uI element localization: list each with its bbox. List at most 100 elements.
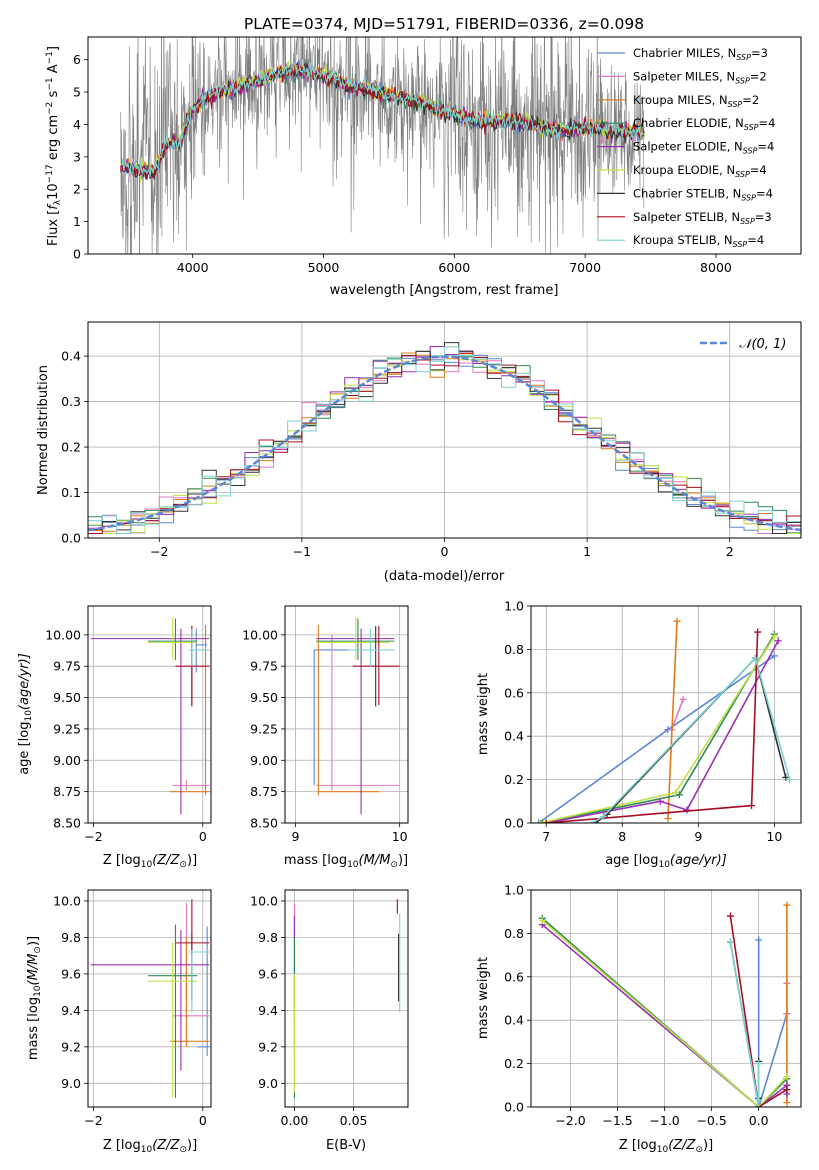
histogram-salpeter-stelib [88,352,801,534]
y-tick-label: 0.0 [504,816,524,831]
legend-entry: Chabrier ELODIE, NSSP=4 [633,116,775,132]
ageZ-y-label: age [log10(age/yr)] [17,653,34,775]
weight-line-chabrier-elodie [541,917,788,1107]
x-tick-label: 0.05 [340,1113,368,1128]
weight-line-kroupa-stelib [591,656,791,823]
y-tick-label: 0.8 [504,642,524,657]
weight-marker [748,802,756,810]
weight-marker [726,912,734,920]
y-tick-label: 4 [73,117,81,132]
weight-marker [599,812,607,820]
weight-marker [542,819,550,823]
legend-entry: Kroupa MILES, NSSP=2 [633,93,759,109]
weight-marker [774,637,782,645]
weight-marker [683,806,691,814]
spectrum-title: PLATE=0374, MJD=51791, FIBERID=0336, z=0… [244,15,644,33]
x-tick-label: 0.00 [281,1113,309,1128]
x-tick-label: 0.0 [749,1113,769,1128]
y-tick-label: 0.0 [61,531,81,546]
legend-entry: Salpeter STELIB, NSSP=3 [633,210,772,226]
ageM-x-label: mass [log10(M/M⊙)] [284,853,408,870]
y-tick-label: 8.75 [53,784,81,799]
age-vs-mass-panel: 9 10 8.50 8.75 9.00 9.25 9.50 9.75 10.00 mass [l… [242,605,409,870]
y-tick-label: 0.2 [504,772,524,787]
y-tick-label: 9.00 [250,753,278,768]
gaussian-curve [88,355,801,532]
weight-marker [755,1060,763,1068]
wZ-x-label: Z [log10(Z/Z⊙)] [619,1138,713,1155]
y-tick-label: 0.8 [504,926,524,941]
weight-line-salpeter-stelib [729,915,788,1107]
x-tick-label: 9 [694,829,702,844]
x-tick-label: 2 [726,544,734,559]
legend-entry: Kroupa ELODIE, NSSP=4 [633,163,767,179]
y-tick-label: 9.2 [61,1039,81,1054]
weight-marker [536,819,544,823]
x-tick-label: 8 [618,829,626,844]
legend-entry: Salpeter MILES, NSSP=2 [633,69,767,85]
weight-marker [770,632,778,640]
legend-entry: Chabrier MILES, NSSP=3 [633,46,768,62]
y-tick-label: 0.1 [61,485,81,500]
y-tick-label: 0.2 [504,1056,524,1071]
model-line-kroupa-stelib [120,62,645,178]
y-tick-label: 9.6 [258,966,278,981]
y-tick-label: 9.25 [53,721,81,736]
residual-histogram-panel: −2 −1 0 1 2 0.0 0.1 0.2 0.3 0.4 (data-model)/erro… [36,321,802,584]
weight-marker [673,617,681,625]
legend-entry: Chabrier STELIB, NSSP=4 [633,186,773,202]
massZ-x-label: Z [log10(Z/Z⊙)] [103,1138,197,1155]
weight-marker [783,1086,791,1094]
x-tick-label: −1.5 [602,1113,632,1128]
legend-entry: Salpeter ELODIE, NSSP=4 [633,140,774,156]
x-tick-label: 6000 [438,260,470,275]
x-tick-label: −2 [84,829,102,844]
x-tick-label: −2.0 [555,1113,585,1128]
ageZ-x-label: Z [log10(Z/Z⊙)] [103,853,197,870]
y-tick-label: 1.0 [504,883,524,898]
weight-line-salpeter-elodie [546,640,779,823]
y-tick-label: 9.4 [258,1003,278,1018]
x-tick-label: 4000 [177,260,209,275]
y-tick-label: 9.8 [61,930,81,945]
y-tick-label: 5 [73,85,81,100]
x-tick-label: 8000 [700,260,732,275]
y-tick-label: 6 [73,52,81,67]
x-tick-label: 9 [291,829,299,844]
spectrum-panel: 4000 5000 6000 7000 8000 0 1 2 3 4 5 6 PLATE=0374, … [45,15,802,298]
weight-marker [786,776,794,784]
weight-vs-age-panel: 7 8 9 10 0.0 0.2 0.4 0.6 0.8 1.0 age [log10(age/y… [476,599,802,870]
y-tick-label: 9.25 [250,721,278,736]
weight-marker [726,938,734,946]
weight-marker [538,916,546,924]
y-tick-label: 1 [73,214,81,229]
legend-entry: Kroupa STELIB, NSSP=4 [633,233,764,249]
x-tick-label: −2 [150,544,168,559]
weight-marker [783,1099,791,1107]
y-tick-label: 9.75 [53,659,81,674]
wZ-y-label: mass weight [476,957,491,1039]
spectrum-x-label: wavelength [Angstrom, rest frame] [330,283,559,298]
gaussian-legend-label: 𝒩(0, 1) [739,337,786,352]
y-tick-label: 1.0 [504,599,524,614]
wAge-y-label: mass weight [476,673,491,755]
weight-marker [664,815,672,823]
hist-y-label: Normed distribution [36,365,51,495]
weight-line-kroupa-elodie [541,919,788,1107]
y-tick-label: 8.50 [53,816,81,831]
mass-vs-metallicity-panel: −2 0 9.0 9.2 9.4 9.6 9.8 10.0 Z [log10(Z/Z⊙)] m… [26,889,212,1155]
y-tick-label: 10.00 [45,627,81,642]
x-tick-label: −0.5 [696,1113,726,1128]
weight-marker [754,628,762,636]
y-tick-label: 9.00 [53,753,81,768]
mass-vs-ebv-panel: 0.00 0.05 9.0 9.2 9.4 9.6 9.8 10.0 E(B-V) [250,889,409,1153]
weight-marker [588,819,596,823]
weight-marker [679,695,687,703]
weight-marker [535,819,543,823]
y-tick-label: 2 [73,182,81,197]
y-tick-label: 0.4 [504,729,524,744]
spectrum-y-label: Flux [fλ10−17 erg cm−2 s−1 A−1] [45,46,63,246]
x-tick-label: 10 [392,829,408,844]
y-tick-label: 0.0 [504,1100,524,1115]
